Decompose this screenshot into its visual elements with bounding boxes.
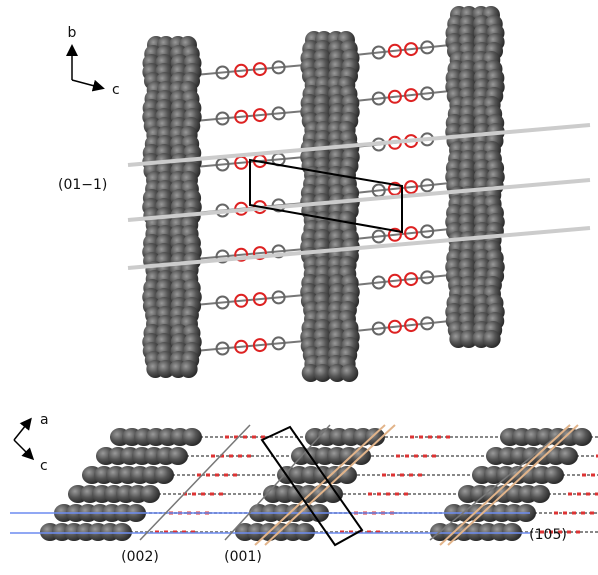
axis-arrow [14, 440, 32, 458]
atom [558, 447, 578, 465]
axis-label: c [40, 458, 48, 474]
linker [355, 321, 450, 331]
plane-label: (002) [121, 549, 159, 565]
plane-label: (001) [224, 549, 262, 565]
axis-label: c [112, 82, 120, 98]
axis-label: a [40, 412, 49, 428]
axis-label: b [68, 25, 77, 41]
atom [140, 485, 160, 503]
linker [195, 341, 305, 351]
linker [195, 65, 305, 75]
plane-label: (01−1) [58, 177, 107, 193]
atom [530, 485, 550, 503]
linker [355, 45, 450, 55]
top-panel [128, 6, 590, 382]
atom [572, 428, 592, 446]
atom [180, 360, 198, 378]
linker [195, 111, 305, 121]
atom [154, 466, 174, 484]
linker [355, 275, 450, 285]
linker [355, 91, 450, 101]
atom [340, 364, 358, 382]
atom [168, 447, 188, 465]
axis-arrow [72, 80, 102, 88]
linker [195, 295, 305, 305]
atom [502, 523, 522, 541]
atom [544, 466, 564, 484]
plane-label: (105) [529, 527, 567, 543]
atom [182, 428, 202, 446]
bottom-panel [10, 425, 598, 545]
atom [295, 523, 315, 541]
figure: b c (01−1) a c (002) (001) (105) [0, 0, 598, 571]
atom [112, 523, 132, 541]
axis-arrow [14, 420, 30, 440]
atom [483, 330, 501, 348]
